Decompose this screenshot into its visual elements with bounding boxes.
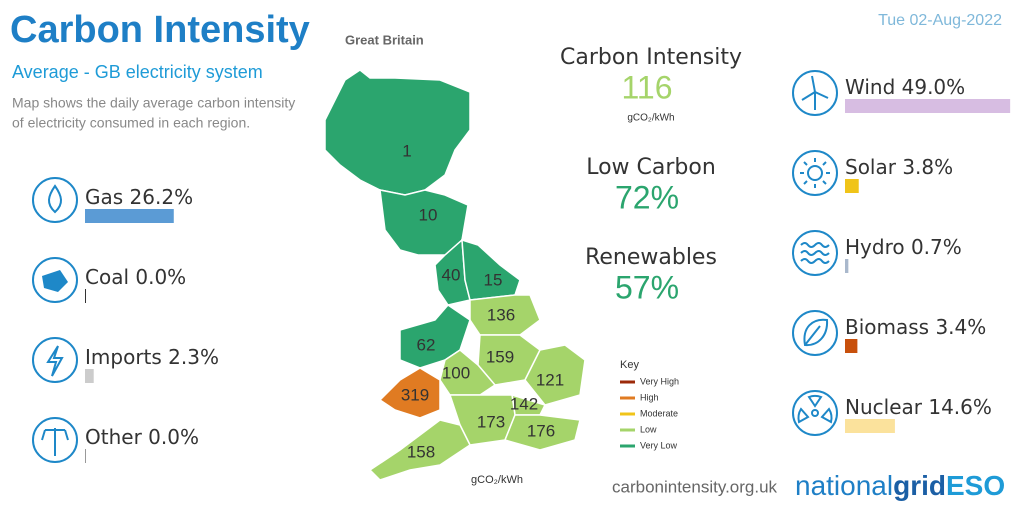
- region-value: 176: [527, 421, 555, 440]
- fuel-value: 49.0%: [902, 75, 966, 99]
- region-value: 62: [417, 335, 436, 354]
- summary-value: 116: [621, 69, 672, 105]
- fuel-value: 0.0%: [148, 425, 199, 449]
- fuel-label: Coal 0.0%: [85, 265, 186, 289]
- region-value: 40: [442, 265, 461, 284]
- brand-part: ESO: [946, 470, 1005, 501]
- fuel-bar: [845, 99, 1011, 113]
- region-value: 319: [401, 385, 429, 404]
- fuel-name: Nuclear: [845, 395, 923, 419]
- fuel-label: Biomass 3.4%: [845, 315, 986, 339]
- fuel-value: 26.2%: [130, 185, 194, 209]
- summary-value: 72%: [615, 179, 679, 215]
- fuel-name: Biomass: [845, 315, 929, 339]
- icons: [32, 70, 838, 463]
- region: [439, 349, 497, 396]
- fuel-label: Wind 49.0%: [845, 75, 965, 99]
- fuel-bar: [845, 339, 858, 353]
- fuel-label: Gas 26.2%: [85, 185, 193, 209]
- fuel-bar: [845, 259, 849, 273]
- summary-label: Carbon Intensity: [560, 45, 742, 70]
- key-label: Very Low: [640, 440, 678, 450]
- fuel-name: Hydro: [845, 235, 905, 259]
- fuel-value: 14.6%: [928, 395, 992, 419]
- key-label: High: [640, 392, 659, 402]
- map: 1 10 40 15 136 62 159 100 121 319 142 173 176 158: [324, 69, 586, 481]
- region: [469, 294, 541, 336]
- key-title: Key: [620, 359, 639, 371]
- region: [368, 419, 471, 481]
- brand-part: grid: [893, 470, 946, 501]
- fuel-bar: [85, 449, 86, 463]
- region-value: 142: [510, 394, 538, 413]
- region: [378, 367, 441, 419]
- region: Great Britain: [345, 32, 424, 47]
- subtitle: Average - GB electricity system: [12, 62, 263, 82]
- region-value: 173: [477, 412, 505, 431]
- brand-part: national: [795, 470, 893, 501]
- fuel-value: 3.4%: [935, 315, 986, 339]
- description: of electricity consumed in each region.: [12, 115, 250, 131]
- fuel-name: Solar: [845, 155, 897, 179]
- region-value: 121: [536, 370, 564, 389]
- key-label: Moderate: [640, 408, 678, 418]
- brand: nationalgridESO: [795, 470, 1005, 501]
- fuel-label: Hydro 0.7%: [845, 235, 962, 259]
- region-value: 159: [486, 347, 514, 366]
- region-value: 158: [407, 442, 435, 461]
- fuel-name: Coal: [85, 265, 129, 289]
- fuel-name: Other: [85, 425, 143, 449]
- fuel-name: Wind: [845, 75, 895, 99]
- fuel-label: Solar 3.8%: [845, 155, 953, 179]
- summary-label: Low Carbon: [586, 155, 716, 180]
- fuel-bar: [85, 369, 94, 383]
- fuel-value: 3.8%: [902, 155, 953, 179]
- fuel-value: 0.0%: [135, 265, 186, 289]
- summary-label: Renewables: [585, 245, 717, 270]
- key-label: Very High: [640, 376, 679, 386]
- fuel-label: Nuclear 14.6%: [845, 395, 992, 419]
- date: Tue 02-Aug-2022: [878, 12, 1002, 29]
- key-label: Low: [640, 424, 657, 434]
- summary-value: 57%: [615, 269, 679, 305]
- region-value: 136: [487, 305, 515, 324]
- region-value: 10: [419, 205, 438, 224]
- summary-unit: gCO₂/kWh: [627, 113, 674, 124]
- title: Carbon Intensity: [10, 9, 310, 51]
- fuel-value: 0.7%: [911, 235, 962, 259]
- fuel-bar: [85, 209, 174, 223]
- region-value: 100: [442, 363, 470, 382]
- region: [503, 414, 581, 451]
- description: Map shows the daily average carbon inten…: [12, 95, 295, 111]
- fuel-bar: [85, 289, 86, 303]
- fuel-name: Imports: [85, 345, 162, 369]
- fuel-label: Other 0.0%: [85, 425, 199, 449]
- map-unit: gCO₂/kWh: [471, 474, 523, 486]
- fuel-label: Imports 2.3%: [85, 345, 219, 369]
- region: [461, 238, 521, 301]
- fuel-value: 2.3%: [168, 345, 219, 369]
- region-value: 1: [402, 141, 411, 160]
- region-value: 15: [484, 270, 503, 289]
- region: [324, 69, 471, 196]
- fuel-name: Gas: [85, 185, 123, 209]
- url: carbonintensity.org.uk: [612, 477, 778, 496]
- fuel-bar: [845, 179, 859, 193]
- fuel-bar: [845, 419, 895, 433]
